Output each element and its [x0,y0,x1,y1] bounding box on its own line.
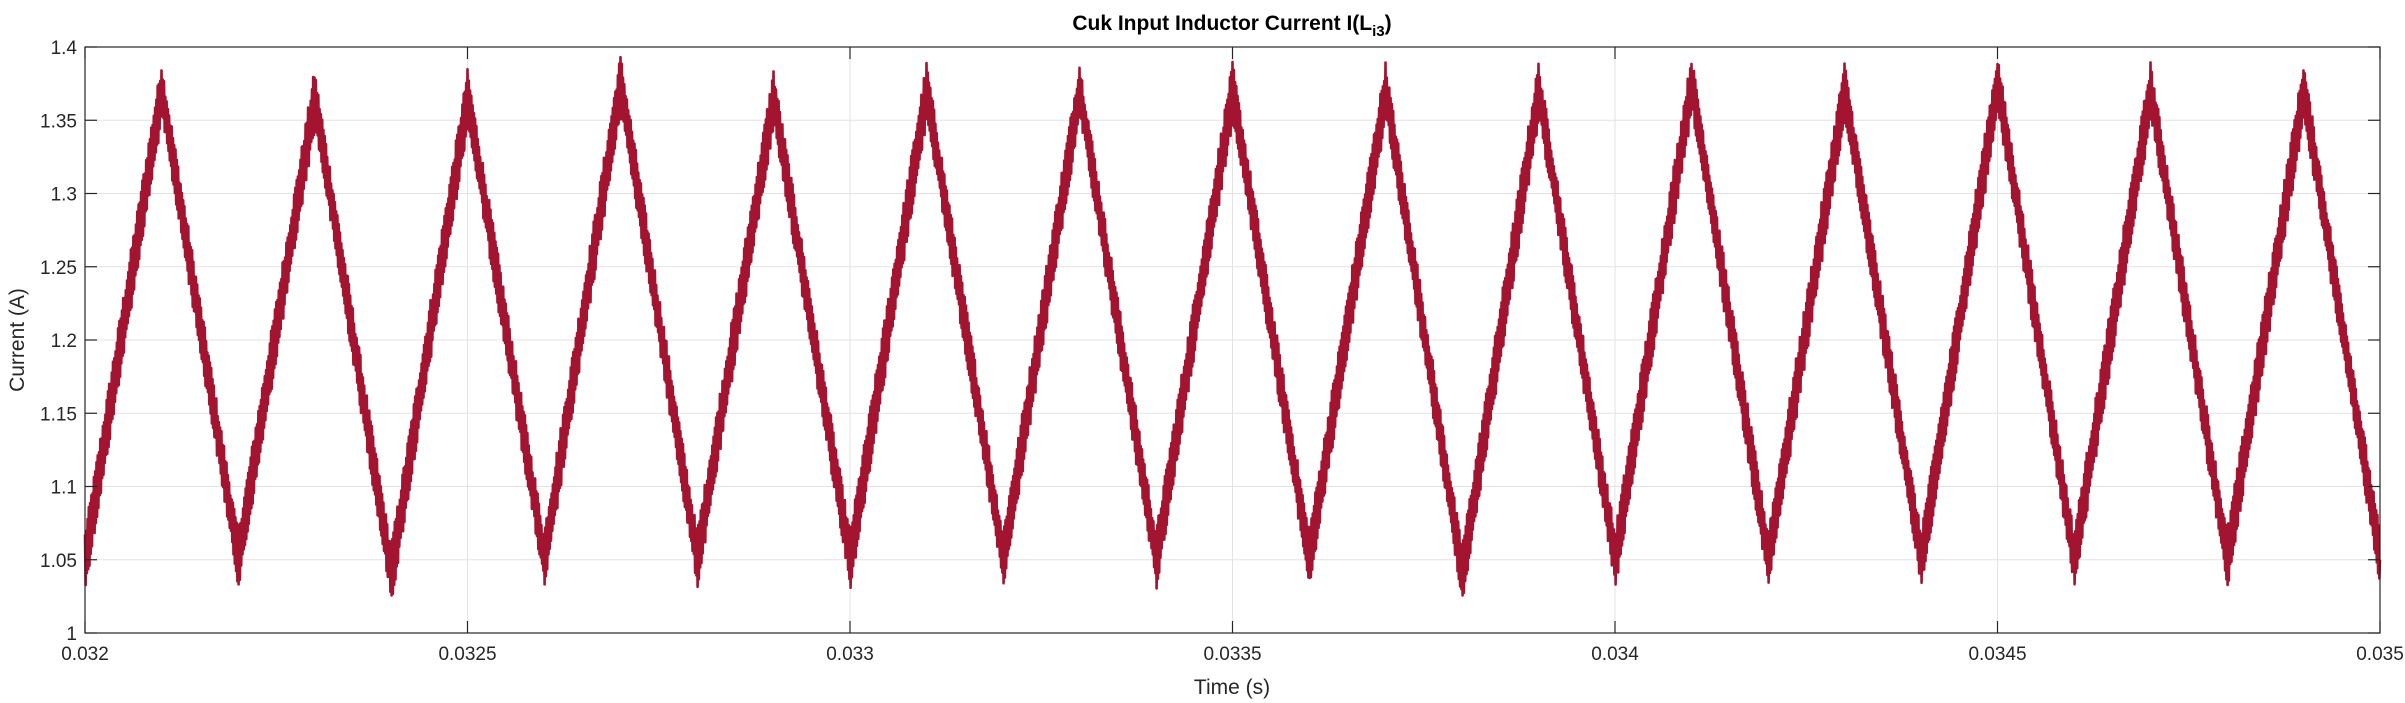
chart-title-subscript: i3 [1372,23,1385,40]
x-tick-label: 0.0325 [438,644,496,665]
chart-title-suffix: ) [1385,12,1392,35]
x-tick-labels: 0.032 0.0325 0.033 0.0335 0.034 0.0345 0.035 [61,644,2404,665]
x-tick-label: 0.0335 [1203,644,1261,665]
x-tick-label: 0.032 [61,644,109,665]
y-tick-label: 1.4 [51,38,78,59]
y-tick-labels: 1 1.05 1.1 1.15 1.2 1.25 1.3 1.35 1.4 [40,38,77,645]
y-tick-label: 1.3 [51,185,77,206]
x-tick-label: 0.034 [1591,644,1639,665]
y-tick-label: 1 [66,624,77,645]
series-layer [83,55,2382,597]
y-axis-label: Current (A) [6,288,29,392]
series-line [83,55,2382,597]
x-axis-label: Time (s) [1194,676,1270,699]
y-tick-label: 1.25 [40,258,77,279]
y-tick-label: 1.35 [40,111,77,132]
tick-marks [84,46,2381,634]
chart-title: Cuk Input Inductor Current I(Li3) [1072,12,1391,40]
x-tick-label: 0.035 [2356,644,2404,665]
y-tick-label: 1.2 [51,331,77,352]
x-tick-label: 0.033 [826,644,874,665]
x-tick-label: 0.0345 [1968,644,2026,665]
y-tick-label: 1.05 [40,551,77,572]
y-tick-label: 1.15 [40,404,77,425]
chart-title-main: Cuk Input Inductor Current I(L [1072,12,1372,35]
y-tick-label: 1.1 [51,478,77,499]
